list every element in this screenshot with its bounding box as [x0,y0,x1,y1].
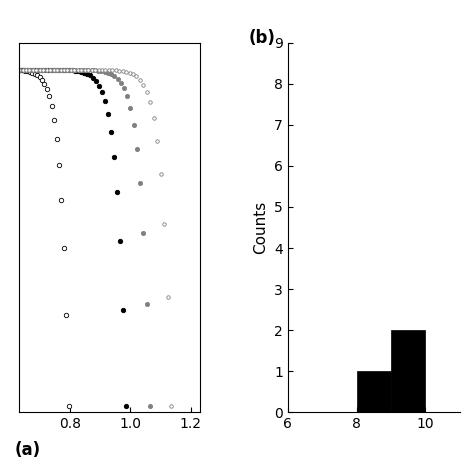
Y-axis label: Counts: Counts [254,201,268,254]
Bar [391,330,425,412]
Text: (b): (b) [249,28,276,46]
Text: (a): (a) [14,441,40,459]
Bar [356,371,391,412]
